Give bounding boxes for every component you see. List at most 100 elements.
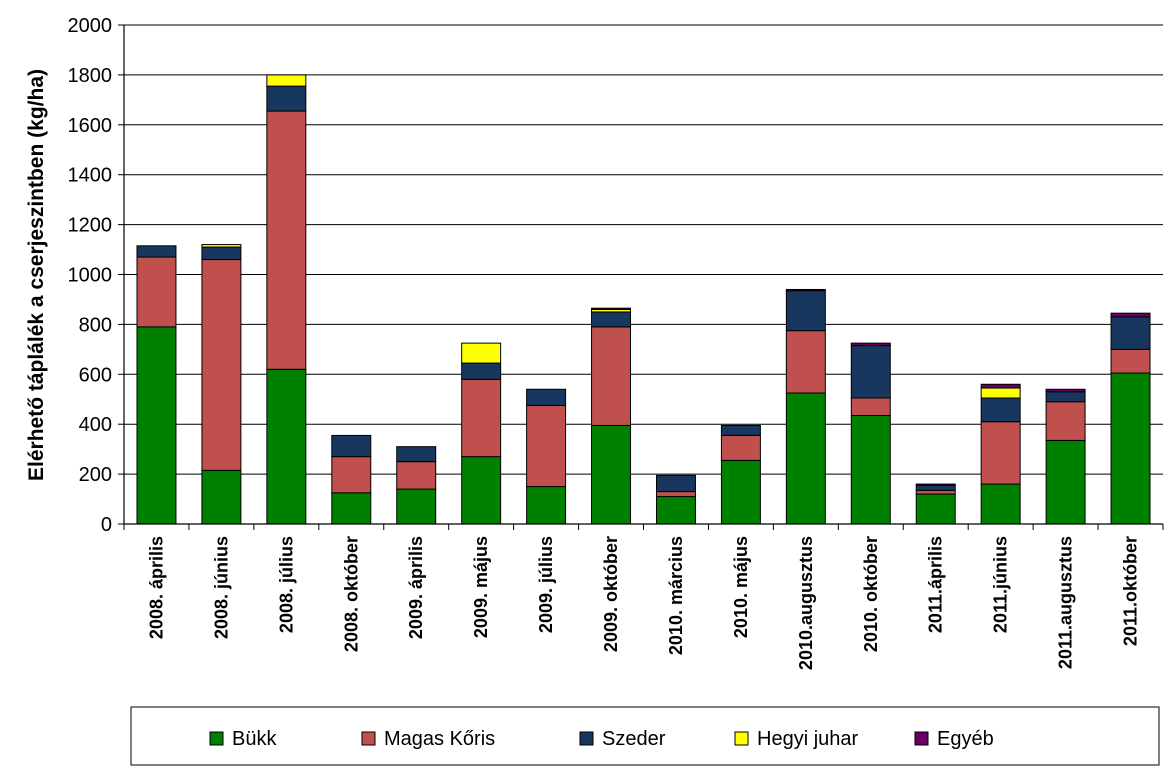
bar-segment	[591, 311, 632, 328]
bar-segment	[136, 245, 177, 258]
x-tick-label: 2011.június	[991, 536, 1011, 633]
bar-segment	[266, 85, 307, 112]
bar-segment	[201, 246, 242, 261]
bar-segment	[720, 434, 761, 461]
bar-segment	[461, 342, 502, 364]
x-tick-label: 2008. október	[341, 536, 361, 652]
bar-segment	[591, 326, 632, 426]
x-tick-label: 2010. május	[731, 536, 751, 638]
bar-segment	[655, 474, 696, 493]
y-tick-label: 400	[79, 414, 112, 436]
bar-segment	[396, 488, 437, 525]
bar-segment	[331, 434, 372, 458]
x-tick-label: 2009. október	[601, 536, 621, 652]
bar-segment	[915, 493, 956, 525]
x-tick-label: 2008. április	[146, 536, 166, 639]
legend-label: Hegyi juhar	[757, 728, 859, 750]
legend-swatch	[734, 731, 749, 746]
legend-swatch	[914, 731, 929, 746]
y-tick-label: 1200	[68, 215, 113, 237]
y-tick-label: 1400	[68, 165, 113, 187]
x-tick-label: 2008. június	[211, 536, 231, 639]
bar-segment	[850, 397, 891, 416]
bar-segment	[1045, 388, 1086, 393]
legend-swatch	[579, 731, 594, 746]
bar-segment	[1110, 348, 1151, 374]
bar-segment	[201, 469, 242, 525]
x-tick-label: 2011.április	[926, 536, 946, 633]
y-tick-labels: 0 200 400 600 800 1000 1200 1400 1600 1800 2000	[68, 15, 113, 536]
bar-segment	[136, 256, 177, 328]
bar-segment	[266, 74, 307, 87]
y-tick-label: 200	[79, 464, 112, 486]
bar-segment	[915, 489, 956, 495]
bar-segment	[980, 421, 1021, 485]
bar-segment	[850, 342, 891, 347]
x-tick-label: 2009. április	[406, 536, 426, 639]
bar-segment	[980, 483, 1021, 525]
bar-segment	[526, 388, 567, 406]
axes	[123, 25, 1164, 530]
legend-box	[130, 706, 1160, 766]
bar-segment	[591, 307, 632, 310]
x-tick-label: 2009. május	[471, 536, 491, 638]
bar-segment	[526, 486, 567, 525]
legend-label: Szeder	[602, 728, 666, 750]
bar-segment	[266, 368, 307, 525]
bars	[136, 74, 1151, 525]
y-tick-label: 2000	[68, 15, 113, 37]
bar-segment	[850, 414, 891, 525]
bar-segment	[785, 290, 826, 332]
y-tick-label: 1600	[68, 115, 113, 137]
bar-segment	[850, 345, 891, 399]
legend-swatch	[361, 731, 376, 746]
bar-segment	[461, 456, 502, 525]
legend-label: Bükk	[232, 728, 277, 750]
bar-segment	[591, 424, 632, 525]
bar-segment	[720, 459, 761, 525]
bar-segment	[915, 483, 956, 486]
bar-segment	[980, 387, 1021, 399]
x-tick-label: 2010.augusztus	[796, 536, 816, 670]
y-tick-label: 1800	[68, 65, 113, 87]
x-tick-label: 2010. október	[861, 536, 881, 652]
legend-swatch	[209, 731, 224, 746]
bar-segment	[785, 330, 826, 394]
x-tick-label: 2011.október	[1121, 536, 1141, 646]
bar-segment	[785, 392, 826, 525]
bar-segment	[201, 244, 242, 248]
bar-segment	[915, 484, 956, 491]
bar-segment	[461, 378, 502, 458]
bar-segment	[1110, 312, 1151, 318]
y-tick-label: 600	[79, 364, 112, 386]
bar-segment	[1110, 372, 1151, 525]
bar-segment	[266, 110, 307, 370]
x-tick-label: 2008. július	[276, 536, 296, 633]
bar-segment	[136, 326, 177, 525]
bar-segment	[396, 446, 437, 463]
bar-segment	[720, 424, 761, 436]
y-tick-label: 800	[79, 314, 112, 336]
y-tick-label: 0	[101, 514, 112, 536]
bar-segment	[331, 492, 372, 525]
bar-segment	[1045, 439, 1086, 525]
bar-segment	[980, 397, 1021, 423]
x-tick-label: 2010. március	[666, 536, 686, 655]
x-tick-label: 2009. július	[536, 536, 556, 633]
legend-label: Egyéb	[937, 728, 994, 750]
x-tick-labels: 2008. április 2008. június 2008. július 200…	[146, 536, 1140, 670]
bar-segment	[201, 259, 242, 471]
bar-segment	[655, 491, 696, 498]
x-tick-label: 2011.augusztus	[1056, 536, 1076, 669]
y-axis-title: Elérhető táplálék a cserjeszintben (kg/h…	[25, 69, 48, 481]
legend-label: Magas Kőris	[384, 728, 495, 750]
legend: Bükk Magas Kőris Szeder Hegyi juhar Egyéb	[130, 706, 1160, 766]
bar-segment	[396, 461, 437, 490]
bar-segment	[980, 383, 1021, 389]
bar-segment	[1110, 316, 1151, 350]
bar-segment	[1045, 391, 1086, 403]
y-tick-label: 1000	[68, 265, 113, 287]
bar-segment	[655, 496, 696, 525]
bar-segment	[461, 362, 502, 380]
